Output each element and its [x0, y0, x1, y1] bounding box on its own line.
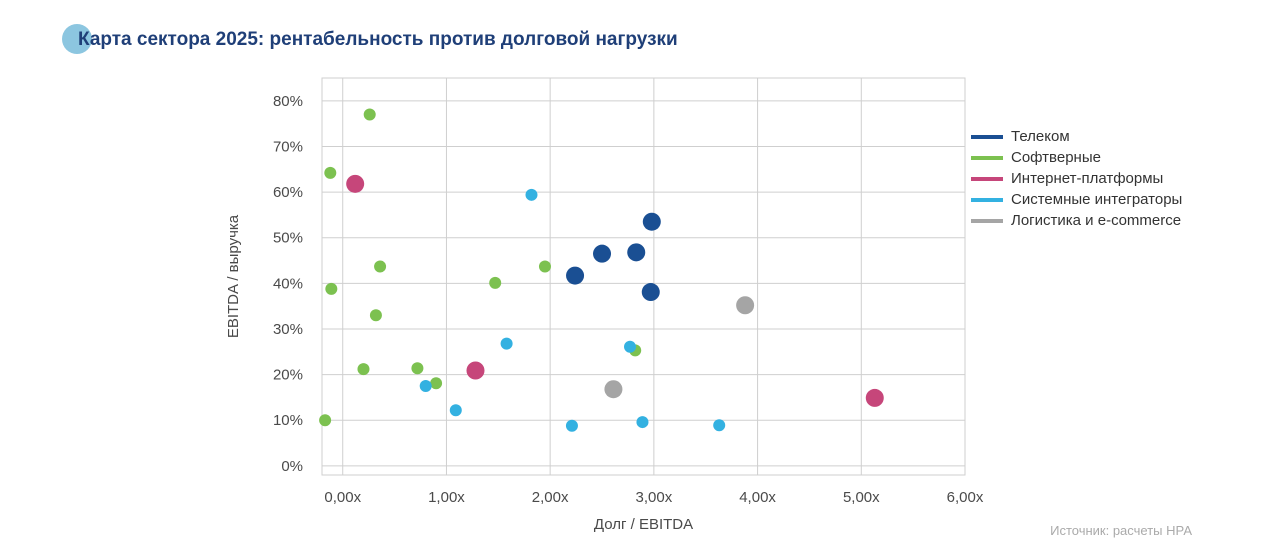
data-point: [363, 108, 376, 121]
x-tick-label: 6,00x: [947, 489, 984, 506]
legend-item: Логистика и e-commerce: [971, 210, 1182, 231]
data-point: [636, 416, 649, 429]
data-point: [604, 380, 623, 399]
data-point: [627, 243, 646, 262]
x-axis-title: Долг / EBITDA: [594, 516, 693, 533]
x-tick-label: 3,00x: [636, 489, 673, 506]
legend-swatch: [971, 218, 1003, 223]
title-accent-dot: [62, 24, 92, 54]
y-tick-label: 70%: [273, 138, 303, 155]
data-point: [346, 174, 365, 193]
legend-item: Интернет-платформы: [971, 168, 1182, 189]
data-point: [374, 260, 387, 273]
y-tick-label: 80%: [273, 93, 303, 110]
data-point: [411, 362, 424, 375]
x-tick-label: 5,00x: [843, 489, 880, 506]
data-point: [713, 419, 726, 432]
data-point: [538, 260, 551, 273]
legend-label: Софтверные: [1011, 149, 1101, 166]
y-tick-label: 50%: [273, 230, 303, 247]
data-point: [489, 276, 502, 289]
legend-item: Телеком: [971, 126, 1182, 147]
plot-frame: [321, 77, 966, 476]
data-point: [736, 296, 755, 315]
data-point: [419, 380, 432, 393]
chart-legend: Телеком Софтверные Интернет-платформы Систе…: [971, 126, 1182, 231]
x-tick-label: 0,00x: [324, 489, 361, 506]
y-tick-label: 0%: [281, 458, 303, 475]
legend-label: Телеком: [1011, 128, 1070, 145]
x-tick-label: 2,00x: [532, 489, 569, 506]
legend-swatch: [971, 197, 1003, 202]
data-point: [500, 337, 513, 350]
y-tick-label: 40%: [273, 275, 303, 292]
x-tick-label: 4,00x: [739, 489, 776, 506]
data-point: [357, 363, 370, 376]
legend-swatch: [971, 155, 1003, 160]
data-point: [624, 340, 637, 353]
legend-swatch: [971, 176, 1003, 181]
data-point: [642, 212, 661, 231]
data-point: [566, 266, 585, 285]
data-point: [449, 404, 462, 417]
data-point: [525, 188, 538, 201]
source-note: Источник: расчеты НРА: [1050, 523, 1192, 538]
data-point: [466, 361, 485, 380]
legend-label: Логистика и e-commerce: [1011, 212, 1182, 229]
y-axis-title: EBITDA / выручка: [225, 214, 242, 338]
data-point: [865, 388, 884, 407]
x-tick-label: 1,00x: [428, 489, 465, 506]
data-point: [319, 414, 332, 427]
data-point: [565, 419, 578, 432]
y-tick-label: 60%: [273, 184, 303, 201]
data-point: [369, 309, 382, 322]
data-point: [641, 283, 660, 302]
legend-label: Системные интеграторы: [1011, 191, 1183, 208]
y-tick-label: 20%: [273, 367, 303, 384]
chart-title: Карта сектора 2025: рентабельность проти…: [78, 29, 678, 50]
legend-item: Системные интеграторы: [971, 189, 1182, 210]
data-point: [593, 244, 612, 263]
legend-item: Софтверные: [971, 147, 1182, 168]
data-point: [324, 166, 337, 179]
y-tick-label: 30%: [273, 321, 303, 338]
data-point: [325, 282, 338, 295]
legend-label: Интернет-платформы: [1011, 170, 1164, 187]
legend-swatch: [971, 134, 1003, 139]
y-tick-label: 10%: [273, 412, 303, 429]
data-point: [430, 377, 443, 390]
